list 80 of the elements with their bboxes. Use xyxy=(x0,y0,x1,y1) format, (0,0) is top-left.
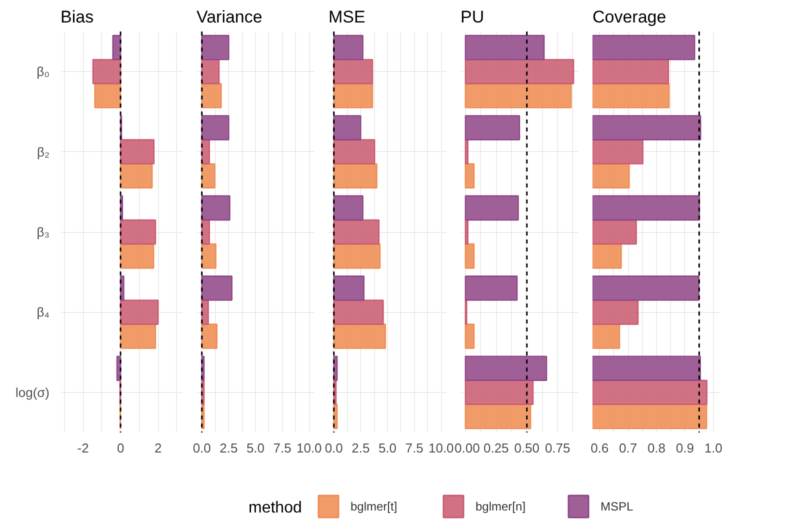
bar xyxy=(333,195,364,221)
x-tick-label: -2 xyxy=(77,440,89,456)
bar xyxy=(201,276,232,301)
bar xyxy=(464,404,532,430)
bar xyxy=(464,243,475,269)
bar xyxy=(333,219,380,245)
x-tick-label: 0.50 xyxy=(514,440,540,456)
bar xyxy=(120,219,156,245)
x-tick-label: 0.9 xyxy=(676,440,694,456)
bar xyxy=(333,58,374,84)
bar xyxy=(120,300,159,325)
y-tick-label: β₃ xyxy=(36,224,50,240)
bar xyxy=(333,34,364,60)
bar xyxy=(464,356,548,381)
bar xyxy=(201,58,220,84)
bar xyxy=(333,139,376,164)
bar xyxy=(333,83,374,108)
bar xyxy=(92,58,122,84)
bar xyxy=(333,163,378,188)
bar xyxy=(201,163,216,188)
x-tick-label: 0.0 xyxy=(324,440,343,456)
bar xyxy=(201,83,222,108)
y-tick-label: β₂ xyxy=(36,144,50,160)
bar xyxy=(464,380,534,406)
x-tick-label: 10.0 xyxy=(296,440,322,456)
bar xyxy=(464,58,574,84)
bar xyxy=(464,115,520,140)
bar xyxy=(333,115,362,140)
chart-title: PU xyxy=(460,8,484,26)
x-tick-label: 5.0 xyxy=(378,440,397,456)
bar xyxy=(120,243,154,269)
bar xyxy=(464,83,572,108)
bar xyxy=(464,139,468,164)
bar xyxy=(464,276,518,301)
bar xyxy=(120,163,153,188)
y-tick-label: log(σ) xyxy=(15,384,50,400)
chart-title: MSE xyxy=(328,8,366,26)
bar xyxy=(333,243,381,269)
x-tick-label: 2.5 xyxy=(352,440,370,456)
x-tick-label: 0.6 xyxy=(590,440,609,456)
y-tick-label: β₄ xyxy=(36,304,50,320)
chart-title: Bias xyxy=(60,8,94,26)
y-tick-label: β₀ xyxy=(36,64,50,80)
x-tick-label: 2.5 xyxy=(220,440,238,456)
bar xyxy=(201,34,230,60)
x-tick-label: 0.8 xyxy=(647,440,666,456)
x-tick-label: 0.7 xyxy=(619,440,638,456)
x-tick-label: 2 xyxy=(154,440,162,456)
x-tick-label: 0.00 xyxy=(454,440,480,456)
x-tick-label: 7.5 xyxy=(273,440,292,456)
legend-title: method xyxy=(248,500,302,516)
legend-label: bglmer[t] xyxy=(350,500,398,514)
chart-title: Coverage xyxy=(592,8,666,26)
bar xyxy=(112,34,122,60)
bar xyxy=(201,195,230,221)
bar xyxy=(120,139,155,164)
bar xyxy=(201,243,216,269)
bar xyxy=(333,324,386,349)
bar xyxy=(333,300,384,325)
legend-label: MSPL xyxy=(600,500,634,514)
bar xyxy=(201,115,230,140)
x-tick-label: 0.75 xyxy=(544,440,570,456)
bar xyxy=(94,83,122,108)
chart-title: Variance xyxy=(196,8,262,26)
bar xyxy=(201,324,218,349)
bar xyxy=(464,163,475,188)
bar xyxy=(464,324,475,349)
x-tick-label: 0 xyxy=(116,440,124,456)
x-tick-label: 1.0 xyxy=(704,440,722,456)
bar xyxy=(464,34,545,60)
bar xyxy=(333,276,364,301)
x-tick-label: 7.5 xyxy=(405,440,424,456)
bar xyxy=(120,324,156,349)
x-tick-label: 0.0 xyxy=(192,440,211,456)
bar xyxy=(464,219,468,245)
x-tick-label: 0.25 xyxy=(483,440,509,456)
x-tick-label: 10.0 xyxy=(428,440,454,456)
legend-label: bglmer[n] xyxy=(476,500,526,514)
x-tick-label: 5.0 xyxy=(246,440,265,456)
bar xyxy=(464,195,519,221)
